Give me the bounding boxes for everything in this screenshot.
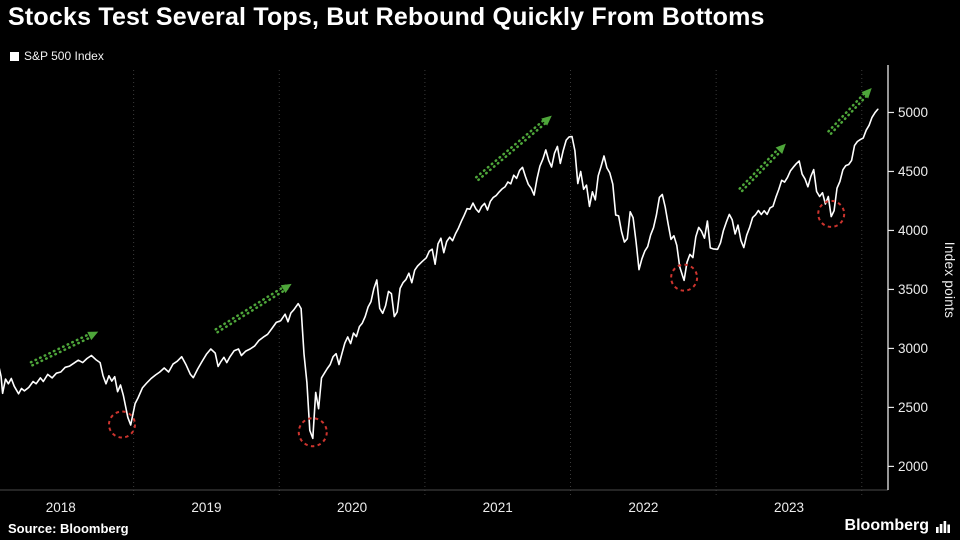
bloomberg-bars-icon [936, 521, 950, 533]
trend-arrow-shaft [738, 145, 782, 190]
trend-arrow-shaft [829, 92, 871, 135]
bottom-highlight-circle [670, 263, 699, 292]
y-tick-label: 3000 [898, 341, 928, 356]
trend-arrow-shaft [31, 334, 95, 367]
y-tick-label: 5000 [898, 105, 928, 120]
trend-arrow-shaft [827, 89, 868, 133]
x-tick-label: 2023 [774, 500, 804, 515]
trend-arrow-shaft [474, 117, 548, 179]
legend: S&P 500 Index [10, 49, 104, 63]
legend-label: S&P 500 Index [24, 49, 104, 63]
trend-arrow-shaft [216, 287, 289, 334]
bottom-highlight-circle [107, 410, 136, 439]
x-tick-label: 2020 [337, 500, 367, 515]
x-tick-label: 2018 [46, 500, 76, 515]
series-line-sp500 [0, 108, 879, 440]
y-tick-label: 4500 [898, 164, 928, 179]
trend-arrow-shaft [29, 331, 94, 364]
bottom-highlight-circle [297, 417, 328, 448]
legend-marker-icon [10, 51, 19, 61]
trend-arrow-shaft [477, 119, 550, 182]
trend-arrow-head [775, 143, 786, 154]
trend-arrow-shaft [214, 284, 287, 331]
bottom-highlight-circle [817, 199, 846, 228]
y-tick-label: 2000 [898, 459, 928, 474]
source-label: Source: Bloomberg [8, 521, 129, 536]
y-axis-title: Index points [942, 241, 957, 319]
page-title: Stocks Test Several Tops, But Rebound Qu… [8, 3, 765, 31]
trend-arrow-shaft [740, 147, 785, 193]
y-tick-label: 4000 [898, 223, 928, 238]
trend-arrow-head [280, 283, 292, 294]
y-tick-label: 2500 [898, 400, 928, 415]
bloomberg-logo: Bloomberg [845, 517, 950, 535]
bloomberg-wordmark: Bloomberg [844, 517, 929, 534]
trend-arrow-head [861, 88, 872, 99]
x-tick-label: 2019 [191, 500, 221, 515]
trend-arrow-head [87, 331, 99, 341]
trend-arrow-head [541, 115, 552, 126]
x-tick-label: 2021 [483, 500, 513, 515]
x-tick-label: 2022 [628, 500, 658, 515]
y-tick-label: 3500 [898, 282, 928, 297]
